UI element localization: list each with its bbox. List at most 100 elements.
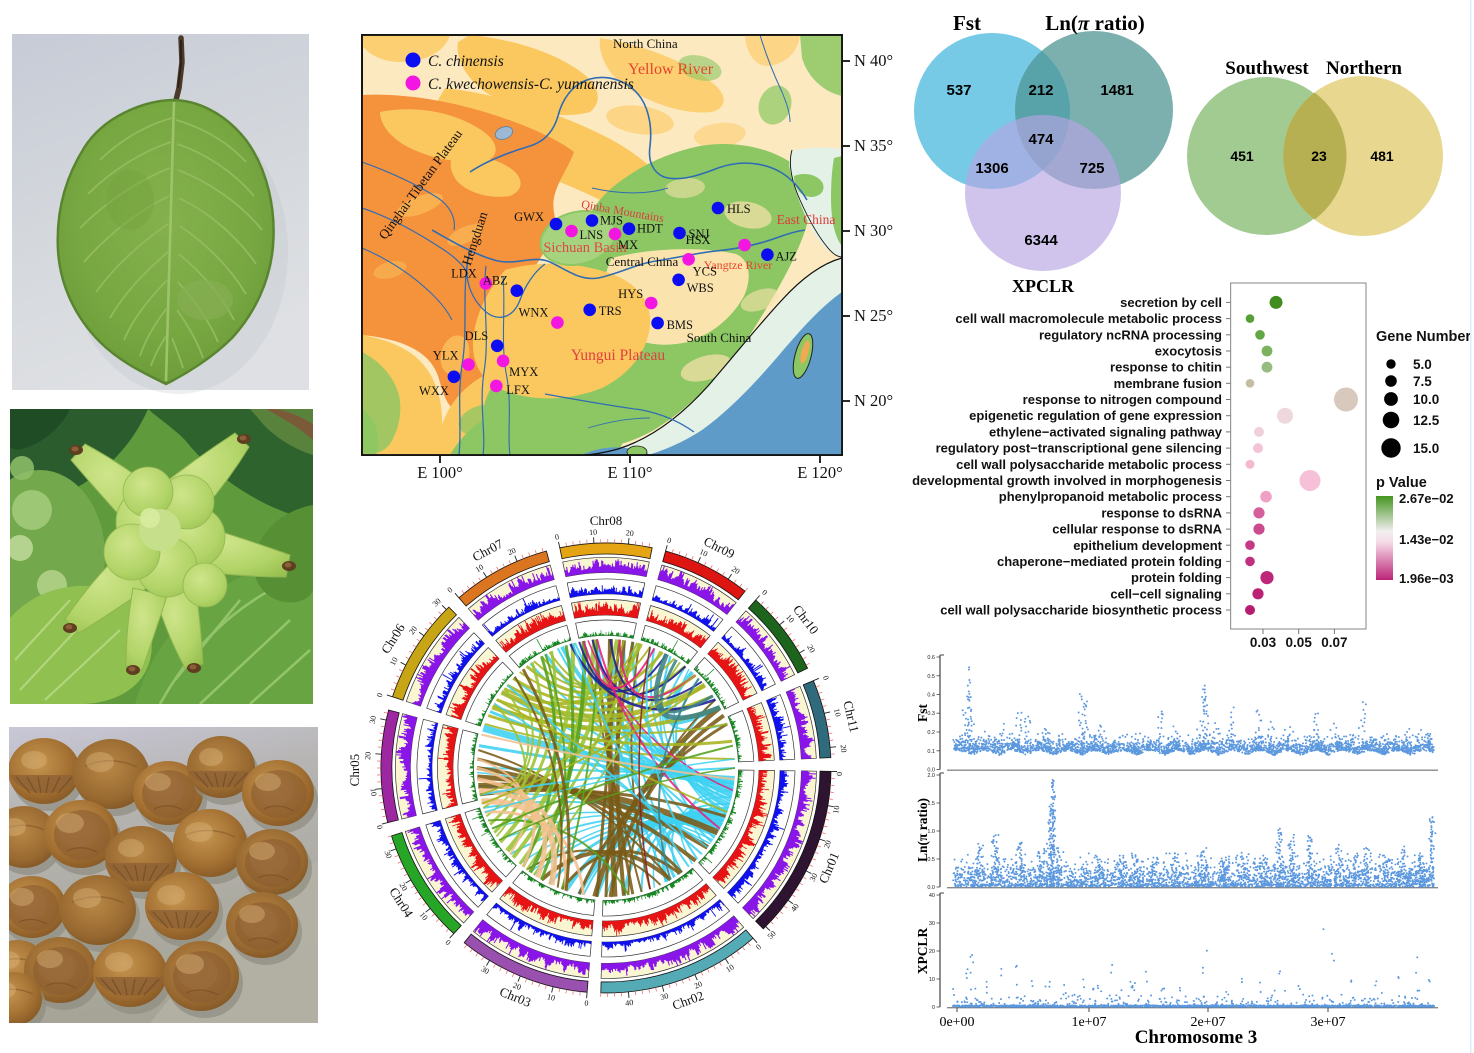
svg-text:5.0: 5.0 <box>1413 357 1432 372</box>
svg-text:1e+07: 1e+07 <box>1071 1015 1106 1030</box>
svg-text:Chr06: Chr06 <box>378 620 408 656</box>
svg-text:Chr04: Chr04 <box>386 885 416 921</box>
svg-text:20: 20 <box>363 752 372 761</box>
svg-text:HDT: HDT <box>637 222 663 236</box>
svg-text:23: 23 <box>1311 148 1327 164</box>
svg-text:0.2: 0.2 <box>927 730 935 736</box>
svg-text:10: 10 <box>831 805 841 814</box>
svg-text:WNX: WNX <box>519 306 549 320</box>
svg-text:30: 30 <box>479 964 491 976</box>
svg-text:Yangtze River: Yangtze River <box>704 258 772 272</box>
svg-text:474: 474 <box>1028 131 1054 148</box>
svg-text:LNS: LNS <box>580 228 604 242</box>
svg-text:10: 10 <box>784 613 796 625</box>
svg-text:3e+07: 3e+07 <box>1310 1015 1345 1030</box>
svg-text:Yungui Plateau: Yungui Plateau <box>571 347 666 364</box>
svg-text:7.5: 7.5 <box>1413 374 1432 389</box>
svg-text:Chr08: Chr08 <box>590 513 623 528</box>
svg-text:0: 0 <box>375 692 385 699</box>
svg-text:secretion by cell: secretion by cell <box>1120 295 1222 310</box>
svg-text:10: 10 <box>388 656 400 667</box>
svg-text:10: 10 <box>698 547 709 558</box>
svg-text:30: 30 <box>808 872 820 883</box>
svg-text:epigenetic regulation of gene: epigenetic regulation of gene expression <box>969 408 1222 423</box>
svg-text:WBS: WBS <box>687 281 714 295</box>
svg-text:10: 10 <box>589 528 597 537</box>
svg-text:20: 20 <box>512 981 523 992</box>
svg-text:SNJ: SNJ <box>689 227 710 241</box>
svg-text:XPCLR: XPCLR <box>1012 276 1075 296</box>
svg-text:Chr05: Chr05 <box>347 754 362 787</box>
svg-text:50: 50 <box>766 929 778 941</box>
svg-text:Sichuan Basin: Sichuan Basin <box>543 240 627 256</box>
svg-text:C. chinensis: C. chinensis <box>428 53 504 70</box>
svg-text:10: 10 <box>546 992 556 1003</box>
svg-text:0: 0 <box>760 588 769 597</box>
svg-text:0e+00: 0e+00 <box>939 1015 974 1030</box>
svg-text:p Value: p Value <box>1376 475 1427 491</box>
svg-text:451: 451 <box>1230 148 1254 164</box>
svg-text:15.0: 15.0 <box>1413 441 1439 456</box>
svg-text:YCS: YCS <box>693 264 717 278</box>
svg-text:20: 20 <box>407 624 419 636</box>
svg-text:1.96e−03: 1.96e−03 <box>1399 571 1454 586</box>
svg-text:2.67e−02: 2.67e−02 <box>1399 491 1454 506</box>
svg-text:E 100°: E 100° <box>417 463 463 482</box>
svg-text:chaperone−mediated protein fol: chaperone−mediated protein folding <box>997 554 1222 569</box>
svg-text:10: 10 <box>369 788 379 797</box>
svg-text:Fst: Fst <box>915 704 930 723</box>
svg-text:0.1: 0.1 <box>927 749 935 755</box>
svg-text:0.3: 0.3 <box>927 711 935 717</box>
svg-text:Chr07: Chr07 <box>470 536 506 565</box>
svg-text:MJS: MJS <box>600 214 623 228</box>
svg-text:40: 40 <box>929 893 935 899</box>
svg-text:40: 40 <box>625 998 634 1008</box>
svg-text:20: 20 <box>822 839 833 849</box>
svg-text:6344: 6344 <box>1024 232 1058 249</box>
svg-text:developmental growth involved: developmental growth involved in morphog… <box>912 473 1222 488</box>
svg-text:response to nitrogen compound: response to nitrogen compound <box>1023 392 1222 407</box>
svg-text:cellular response to dsRNA: cellular response to dsRNA <box>1052 522 1222 537</box>
svg-text:E 110°: E 110° <box>608 463 653 482</box>
svg-text:0.0: 0.0 <box>927 768 935 774</box>
svg-text:response to chitin: response to chitin <box>1110 360 1222 375</box>
svg-text:1.5: 1.5 <box>927 801 935 807</box>
svg-text:481: 481 <box>1370 148 1394 164</box>
svg-text:Chr02: Chr02 <box>670 988 706 1013</box>
svg-text:30: 30 <box>368 715 378 725</box>
svg-text:phenylpropanoid metabolic proc: phenylpropanoid metabolic process <box>999 489 1222 504</box>
svg-text:30: 30 <box>382 849 393 860</box>
svg-text:20: 20 <box>693 979 704 990</box>
svg-text:0: 0 <box>375 824 385 830</box>
svg-text:0.5: 0.5 <box>927 857 935 863</box>
svg-text:1481: 1481 <box>1100 82 1133 99</box>
svg-text:0: 0 <box>754 942 763 951</box>
svg-text:10: 10 <box>474 562 486 574</box>
svg-text:response to dsRNA: response to dsRNA <box>1101 505 1222 520</box>
svg-text:GWX: GWX <box>514 210 544 224</box>
svg-text:E 120°: E 120° <box>797 463 843 482</box>
svg-text:10: 10 <box>724 962 736 974</box>
svg-text:exocytosis: exocytosis <box>1155 344 1222 359</box>
svg-text:TRS: TRS <box>599 304 622 318</box>
svg-text:0.6: 0.6 <box>927 655 935 661</box>
svg-text:0: 0 <box>554 532 560 542</box>
svg-text:12.5: 12.5 <box>1413 413 1440 428</box>
svg-text:AJZ: AJZ <box>775 250 797 264</box>
svg-text:1.43e−02: 1.43e−02 <box>1399 532 1454 547</box>
svg-text:Ln(π ratio): Ln(π ratio) <box>915 798 930 862</box>
svg-text:XPCLR: XPCLR <box>915 928 930 975</box>
svg-text:0.07: 0.07 <box>1321 635 1347 650</box>
svg-text:10.0: 10.0 <box>1413 392 1439 407</box>
svg-text:0.0: 0.0 <box>927 885 935 891</box>
svg-text:Fst: Fst <box>953 11 981 35</box>
svg-text:Southwest: Southwest <box>1225 58 1309 79</box>
svg-text:Chr11: Chr11 <box>840 699 862 734</box>
svg-text:20: 20 <box>730 564 742 576</box>
svg-text:0: 0 <box>835 772 844 776</box>
svg-text:0: 0 <box>932 1005 935 1011</box>
svg-text:ABZ: ABZ <box>483 274 508 288</box>
svg-text:BMS: BMS <box>667 318 693 332</box>
svg-text:10: 10 <box>929 977 935 983</box>
svg-text:2.0: 2.0 <box>927 773 935 779</box>
